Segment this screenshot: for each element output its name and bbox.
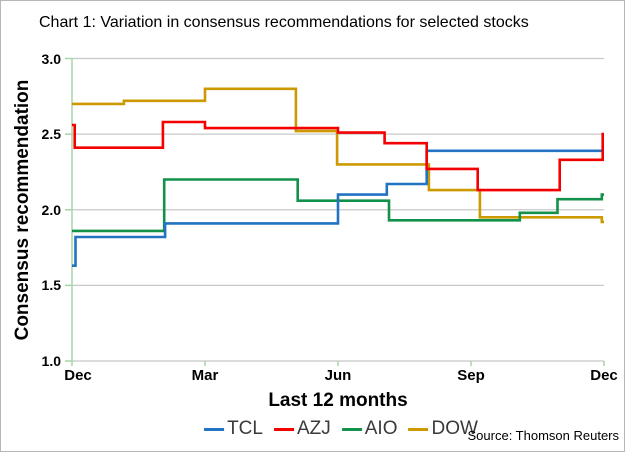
- legend-swatch-AZJ: [273, 427, 294, 431]
- series-line-TCL: [72, 149, 604, 267]
- legend-item-AIO: AIO: [341, 418, 398, 440]
- legend-label: AIO: [364, 418, 398, 439]
- legend-item-AZJ: AZJ: [273, 418, 331, 440]
- chart-title: Chart 1: Variation in consensus recommen…: [39, 14, 529, 31]
- source-note: Source: Thomson Reuters: [467, 428, 620, 443]
- legend-label: TCL: [227, 418, 263, 439]
- x-tick-label: Mar: [191, 367, 219, 384]
- y-tick-label: 1.5: [41, 277, 61, 294]
- x-axis-title: Last 12 months: [268, 390, 408, 411]
- legend: TCL AZJ AIO DOW: [204, 418, 478, 440]
- series-line-AZJ: [72, 120, 604, 192]
- legend-label: AZJ: [296, 418, 331, 439]
- legend-label: DOW: [431, 418, 478, 439]
- legend-swatch-TCL: [204, 427, 225, 431]
- x-tick-label: Sep: [457, 367, 485, 384]
- x-tick-label: Dec: [64, 367, 92, 384]
- series-line-AIO: [72, 178, 604, 233]
- y-tick-label: 2.0: [41, 201, 61, 218]
- x-tick-label: Jun: [324, 367, 352, 384]
- legend-item-DOW: DOW: [408, 418, 478, 440]
- x-tick-label: Dec: [590, 367, 618, 384]
- series-line-DOW: [72, 87, 604, 224]
- y-tick-label: 1.0: [41, 353, 61, 369]
- y-tick-label: 3.0: [41, 50, 61, 67]
- legend-item-TCL: TCL: [204, 418, 263, 440]
- y-tick-label: 2.5: [41, 126, 61, 143]
- legend-swatch-AIO: [341, 427, 362, 431]
- legend-swatch-DOW: [408, 427, 429, 431]
